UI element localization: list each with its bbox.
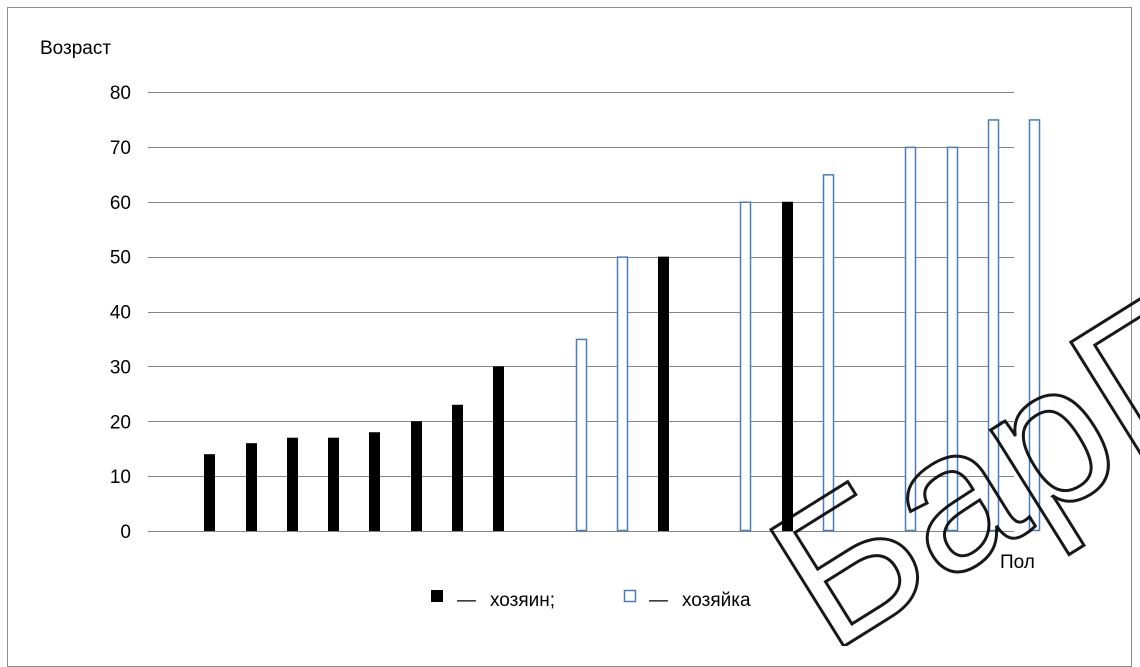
legend: — хозяин; — хозяйка <box>431 589 751 611</box>
bar-hostess <box>987 119 1000 532</box>
bars <box>204 119 1041 532</box>
legend-label-owner: хозяин; <box>490 590 555 611</box>
bar-owner <box>658 256 669 531</box>
bar-hostess <box>1028 119 1041 532</box>
y-tick-label: 30 <box>110 357 131 378</box>
y-tick-label: 0 <box>120 522 131 543</box>
y-tick-label: 10 <box>110 467 131 488</box>
bar-hostess <box>739 201 752 532</box>
bar-hostess <box>575 338 588 532</box>
legend-dash-owner: — <box>457 590 476 611</box>
bar-owner <box>369 432 380 531</box>
y-tick-label: 80 <box>110 83 131 104</box>
y-tick-label: 60 <box>110 193 131 214</box>
bar-chart: 0 10 20 30 40 50 60 70 80 Возраст Пол — хозяин; … <box>40 38 1140 646</box>
bar-owner <box>452 404 463 531</box>
bar-hostess <box>616 256 629 532</box>
legend-label-hostess: хозяйка <box>682 590 751 611</box>
bar-owner <box>204 454 215 531</box>
y-tick-label: 70 <box>110 138 131 159</box>
bar-owner <box>287 437 298 531</box>
bar-hostess <box>822 174 835 532</box>
bar-hostess <box>904 146 917 532</box>
chart-frame <box>7 7 1132 667</box>
bar-hostess <box>946 146 959 532</box>
y-tick-label: 50 <box>110 248 131 269</box>
bar-owner <box>782 201 793 531</box>
y-tick-label: 40 <box>110 303 131 324</box>
y-tick-label: 20 <box>110 412 131 433</box>
bar-owner <box>246 443 257 531</box>
bar-owner <box>328 437 339 531</box>
bar-owner <box>411 421 422 531</box>
legend-dash-hostess: — <box>649 590 668 611</box>
y-axis-title: Возраст <box>40 38 111 59</box>
bar-owner <box>493 366 504 531</box>
legend-swatch-owner <box>431 590 443 602</box>
x-axis-title: Пол <box>1000 552 1035 573</box>
legend-swatch-hostess <box>623 589 637 603</box>
y-tick-labels: 0 10 20 30 40 50 60 70 80 <box>110 83 131 543</box>
